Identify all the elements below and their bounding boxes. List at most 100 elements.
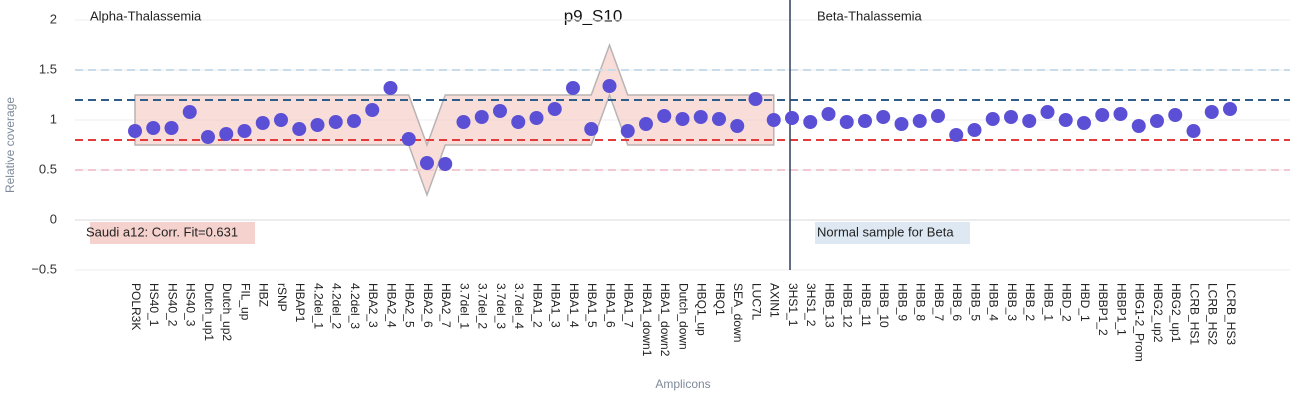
data-point (985, 112, 1000, 126)
data-point (1040, 105, 1055, 119)
annotation: Saudi a12: Corr. Fit=0.631 (86, 224, 238, 239)
data-point (1223, 102, 1237, 116)
x-tick-label: HBB_4 (987, 283, 1001, 321)
x-tick-label: HBA1_7 (622, 283, 636, 328)
data-point (1150, 114, 1164, 128)
data-point (292, 122, 307, 136)
data-point (730, 119, 745, 133)
data-point (1113, 107, 1128, 121)
data-point (785, 111, 799, 125)
x-tick-label: 3.7del_4 (512, 283, 526, 329)
chart-title: p9_S10 (564, 6, 623, 25)
data-point (967, 123, 982, 137)
x-tick-label: 4.2del_1 (311, 283, 325, 329)
x-tick-label: HS40_2 (165, 283, 179, 327)
y-tick-label: 0 (50, 211, 57, 226)
data-point (803, 115, 818, 129)
x-tick-label: HBA2_4 (384, 283, 398, 328)
data-point (383, 81, 398, 95)
data-point (274, 113, 288, 127)
data-point (602, 79, 617, 93)
annotation-bg (90, 222, 255, 244)
x-tick-label: SEA_down (731, 283, 745, 342)
data-point (511, 115, 526, 129)
x-tick-label: HBB_6 (950, 283, 964, 321)
data-point (894, 117, 909, 131)
data-point (1095, 108, 1110, 122)
data-point (237, 124, 252, 138)
data-point (748, 92, 763, 106)
x-tick-label: 3HS1_1 (786, 283, 800, 327)
data-point (1168, 108, 1183, 122)
x-tick-label: HBA1_3 (549, 283, 563, 328)
data-point (164, 121, 179, 135)
x-tick-label: HBQ1_up (695, 283, 709, 336)
x-tick-label: HBB_7 (932, 283, 946, 321)
data-point (493, 104, 507, 118)
x-tick-label: HBG2_up2 (1151, 283, 1165, 343)
y-tick-label: 1.5 (39, 61, 57, 76)
x-tick-label: HBA1_down2 (658, 283, 672, 357)
data-point (201, 130, 215, 144)
data-point (420, 156, 434, 170)
data-point (456, 115, 471, 129)
data-point (547, 102, 562, 116)
x-tick-label: HBB_8 (914, 283, 928, 321)
data-point (255, 116, 270, 130)
x-tick-label: HBD_2 (1060, 283, 1074, 322)
x-tick-label: HBD_1 (1078, 283, 1092, 322)
x-tick-label: 3.7del_1 (457, 283, 471, 329)
data-point (365, 103, 380, 117)
data-point (931, 109, 945, 123)
data-point (438, 157, 453, 171)
data-point (858, 114, 872, 128)
x-tick-label: HBB_13 (822, 283, 836, 328)
x-tick-label: HS40_3 (184, 283, 198, 327)
data-point (620, 124, 635, 138)
x-tick-label: HBB_1 (1041, 283, 1055, 321)
x-tick-label: 4.2del_3 (348, 283, 362, 329)
x-tick-label: HBB_2 (1023, 283, 1037, 321)
x-tick-label: HS40_1 (147, 283, 161, 327)
data-point (219, 127, 234, 141)
x-tick-label: HBB_9 (895, 283, 909, 321)
annotation: Alpha-Thalassemia (90, 8, 202, 23)
annotation: Normal sample for Beta (817, 224, 954, 239)
y-axis-title: Relative coverage (3, 97, 17, 193)
data-point (1022, 114, 1037, 128)
data-point (839, 115, 854, 129)
x-tick-label: HBB_5 (968, 283, 982, 321)
data-point (876, 110, 891, 124)
x-tick-label: HBA1_2 (530, 283, 544, 328)
x-tick-label: HBA1_4 (567, 283, 581, 328)
x-tick-label: LCRB_HS2 (1206, 283, 1220, 345)
x-tick-label: HBB_10 (877, 283, 891, 328)
data-point (584, 122, 599, 136)
y-tick-label: 2 (50, 11, 57, 26)
x-tick-label: HBA2_5 (403, 283, 417, 328)
x-tick-label: LCRB_HS1 (1187, 283, 1201, 345)
x-tick-label: HBA1_6 (603, 283, 617, 328)
data-point (474, 110, 489, 124)
x-tick-label: HBBP1_2 (1096, 283, 1110, 336)
data-point (310, 118, 325, 132)
data-point (1186, 124, 1201, 138)
data-point (675, 112, 690, 126)
data-point (529, 111, 544, 125)
data-point (712, 112, 726, 126)
x-tick-label: LCRB_HS3 (1224, 283, 1238, 345)
data-point (912, 114, 927, 128)
x-tick-label: Dutch_down (676, 283, 690, 350)
y-tick-label: 1 (50, 111, 57, 126)
data-point (1131, 119, 1146, 133)
x-tick-label: HBB_12 (841, 283, 855, 328)
data-point (1204, 105, 1219, 119)
x-tick-label: HBA2_7 (439, 283, 453, 328)
data-point (401, 132, 416, 146)
x-tick-label: HBAP1 (293, 283, 307, 323)
x-tick-label: HBA1_down1 (640, 283, 654, 357)
data-point (1004, 110, 1018, 124)
x-tick-label: LUC7L (749, 283, 763, 321)
data-point (566, 81, 580, 95)
